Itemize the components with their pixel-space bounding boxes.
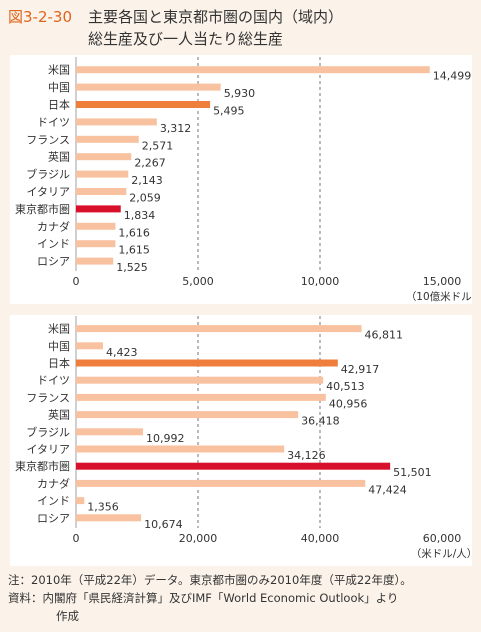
category-label: カナダ (37, 219, 70, 233)
x-tick-label: 0 (73, 275, 80, 288)
category-label: ロシア (37, 255, 70, 268)
data-label: 42,917 (341, 363, 380, 376)
bar (76, 393, 326, 401)
unit-label: （10億米ドル） (406, 290, 472, 303)
bar (76, 188, 127, 195)
data-label: 36,418 (301, 415, 340, 428)
data-label: 5,495 (213, 105, 245, 118)
notes: 注：2010年（平成22年）データ。東京都市圏のみ2010年度（平成22年度）。… (8, 571, 412, 625)
bar (76, 83, 221, 91)
bar (76, 240, 116, 248)
data-label: 1,525 (116, 261, 147, 274)
gdp-chart: 米国 14,499 中国 5,930 日本 5,495 ドイツ 3,312 フランス 2,571 英… (15, 57, 472, 303)
bar (76, 222, 116, 230)
data-label: 1,616 (118, 226, 149, 239)
bar (76, 325, 362, 333)
bar (76, 257, 114, 265)
category-label: 中国 (48, 340, 70, 353)
bar (76, 479, 366, 487)
category-label: インド (37, 238, 70, 251)
x-tick-label: 40,000 (301, 532, 340, 545)
category-label: ブラジル (26, 167, 70, 181)
data-label: 40,956 (329, 397, 368, 410)
gdp-chart-panel: 米国 14,499 中国 5,930 日本 5,495 ドイツ 3,312 フランス 2,571 英… (10, 55, 472, 304)
data-label: 51,501 (393, 466, 432, 479)
bar (76, 153, 132, 161)
figure-number: 図3-2-30 (8, 8, 72, 26)
bar (76, 205, 121, 213)
bar (76, 411, 299, 419)
source-text-line1: 資料：内閣府「県民経済計算」及びIMF「World Economic Outlo… (8, 591, 399, 605)
bar (76, 514, 142, 522)
bar (76, 428, 144, 436)
data-label: 5,930 (224, 87, 256, 100)
gdp-per-capita-chart: 米国 46,811 中国 4,423 日本 42,917 ドイツ 40,513 フランス 40,9… (15, 316, 472, 560)
x-tick-label: 15,000 (423, 275, 462, 288)
bar (76, 342, 103, 350)
x-tick-label: 0 (73, 532, 80, 545)
chart-title-line2: 総生産及び一人当たり総生産 (88, 30, 284, 48)
gdp-per-capita-chart-panel: 米国 46,811 中国 4,423 日本 42,917 ドイツ 40,513 フランス 40,9… (10, 315, 472, 566)
data-label: 47,424 (368, 483, 407, 496)
chart-title-line1: 主要各国と東京都市圏の国内（域内） (88, 8, 344, 26)
category-label: イタリア (26, 443, 70, 456)
category-label: 中国 (48, 81, 70, 94)
category-label: 英国 (48, 150, 70, 164)
category-label: フランス (26, 391, 70, 404)
x-tick-label: 5,000 (182, 275, 214, 288)
bar (76, 170, 129, 178)
category-label: イタリア (26, 186, 70, 199)
note-text: 注：2010年（平成22年）データ。東京都市圏のみ2010年度（平成22年度）。 (8, 573, 412, 587)
category-label: 日本 (48, 98, 70, 112)
category-label: 英国 (48, 408, 70, 422)
category-label: 米国 (48, 323, 70, 336)
x-tick-label: 20,000 (179, 532, 218, 545)
bar (76, 118, 157, 126)
data-label: 1,356 (87, 501, 119, 514)
category-label: フランス (26, 133, 70, 146)
data-label: 2,571 (142, 139, 174, 152)
data-label: 10,992 (146, 432, 185, 445)
data-label: 1,834 (124, 209, 156, 222)
category-label: ロシア (37, 512, 70, 525)
data-label: 2,059 (129, 192, 161, 205)
data-label: 10,674 (144, 518, 183, 531)
category-label: 米国 (48, 64, 70, 77)
bar (76, 376, 324, 384)
category-label: ブラジル (26, 425, 70, 439)
data-label: 2,143 (131, 174, 163, 187)
bar (76, 462, 391, 470)
x-tick-label: 10,000 (301, 275, 340, 288)
bar (76, 66, 430, 74)
data-label: 34,126 (287, 449, 326, 462)
category-label: 東京都市圏 (15, 459, 70, 473)
category-label: 日本 (48, 356, 70, 370)
data-label: 4,423 (106, 346, 138, 359)
category-label: カナダ (37, 476, 70, 490)
bar (76, 101, 211, 108)
data-label: 14,499 (433, 70, 472, 83)
bar (76, 359, 338, 367)
x-tick-label: 60,000 (423, 532, 462, 545)
data-label: 3,312 (160, 122, 192, 135)
data-label: 40,513 (326, 380, 365, 393)
category-label: ドイツ (37, 116, 70, 129)
category-label: インド (37, 495, 70, 508)
unit-label: （米ドル/人） (411, 547, 472, 560)
category-label: 東京都市圏 (15, 202, 70, 216)
data-label: 1,615 (118, 244, 150, 257)
bar (76, 497, 85, 505)
data-label: 2,267 (134, 157, 166, 170)
source-text-line2: 作成 (56, 609, 79, 623)
bar (76, 445, 285, 453)
data-label: 46,811 (365, 329, 404, 342)
category-label: ドイツ (37, 374, 70, 387)
bar (76, 135, 139, 143)
